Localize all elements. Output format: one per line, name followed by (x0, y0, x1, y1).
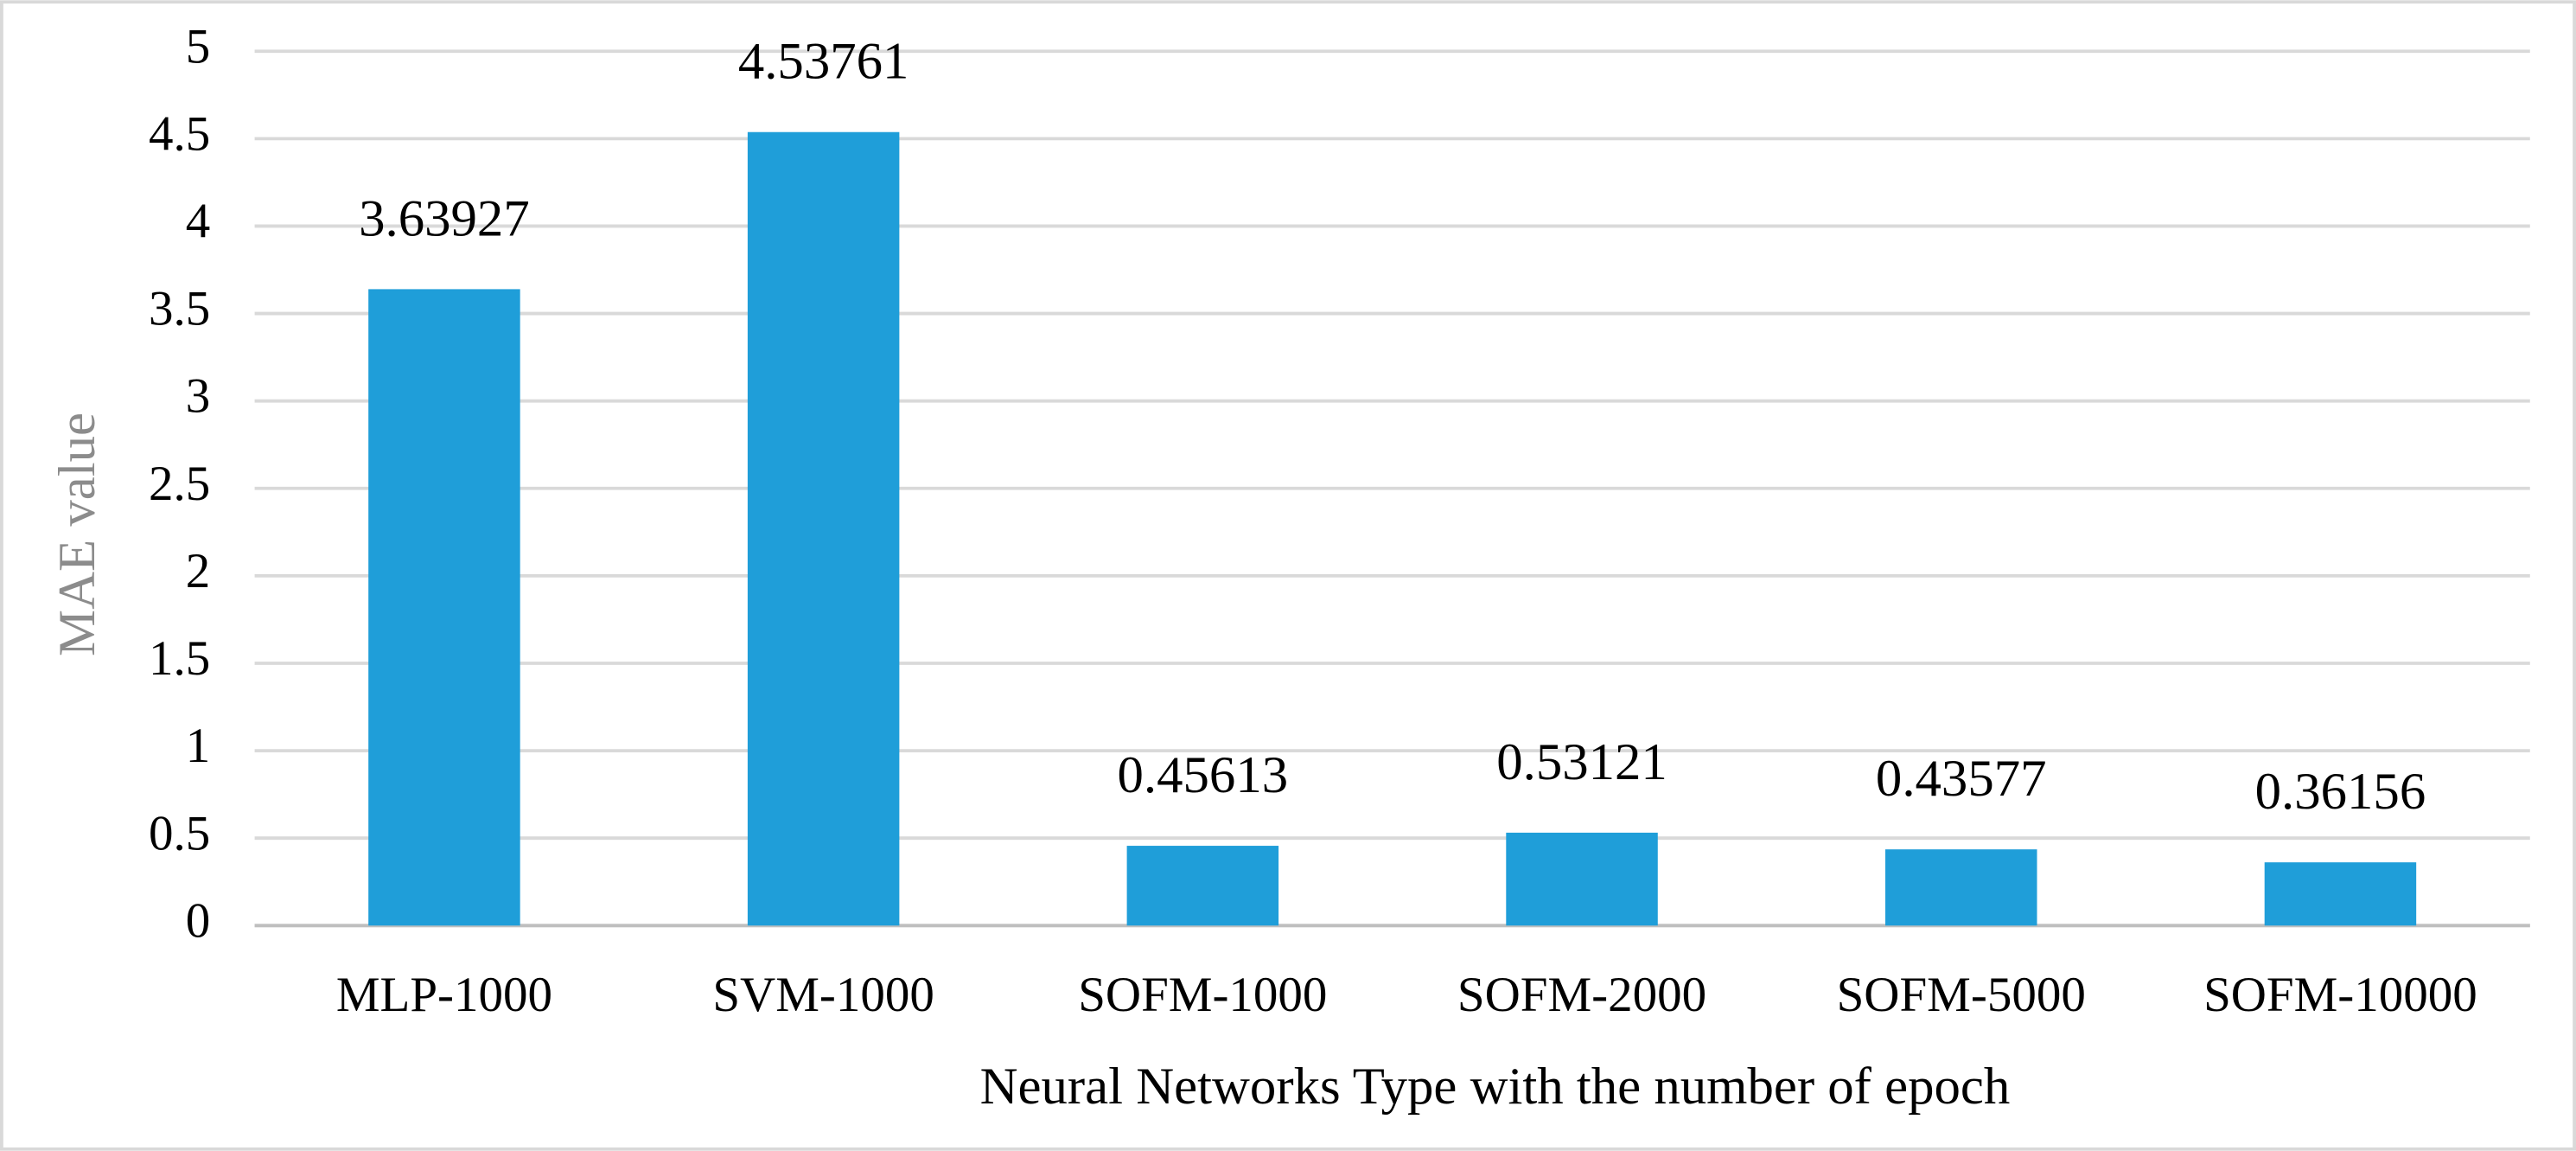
y-tick-label: 3 (186, 369, 211, 424)
y-tick-label: 5 (186, 19, 211, 74)
data-label: 0.45613 (1118, 746, 1289, 804)
bar (1884, 849, 2037, 926)
y-tick-label: 0 (186, 893, 211, 948)
y-axis-title: MAE value (48, 412, 106, 656)
y-tick-label: 0.5 (149, 806, 210, 860)
bar (747, 131, 900, 926)
y-tick-label: 2 (186, 544, 211, 598)
data-label: 4.53761 (738, 33, 909, 91)
bar (2264, 862, 2417, 926)
y-tick-label: 1.5 (149, 631, 210, 686)
x-tick-label: SVM-1000 (712, 968, 934, 1022)
x-tick-label: SOFM-2000 (1457, 968, 1706, 1022)
y-tick-label: 4 (186, 195, 211, 249)
x-tick-label: SOFM-1000 (1078, 968, 1327, 1022)
data-label: 0.53121 (1496, 733, 1667, 791)
x-tick-label: SOFM-5000 (1837, 968, 2086, 1022)
y-tick-label: 1 (186, 719, 211, 773)
x-tick-label: MLP-1000 (336, 968, 552, 1022)
y-tick-label: 2.5 (149, 457, 210, 511)
y-tick-label: 3.5 (149, 282, 210, 336)
bar (368, 289, 520, 926)
data-label: 0.36156 (2255, 763, 2426, 821)
bar (1126, 846, 1279, 926)
x-axis-title: Neural Networks Type with the number of … (980, 1058, 2011, 1116)
y-tick-label: 4.5 (149, 106, 210, 161)
data-label: 3.63927 (359, 189, 530, 247)
bar (1506, 832, 1658, 926)
data-label: 0.43577 (1876, 750, 2047, 808)
x-tick-label: SOFM-10000 (2203, 968, 2477, 1022)
